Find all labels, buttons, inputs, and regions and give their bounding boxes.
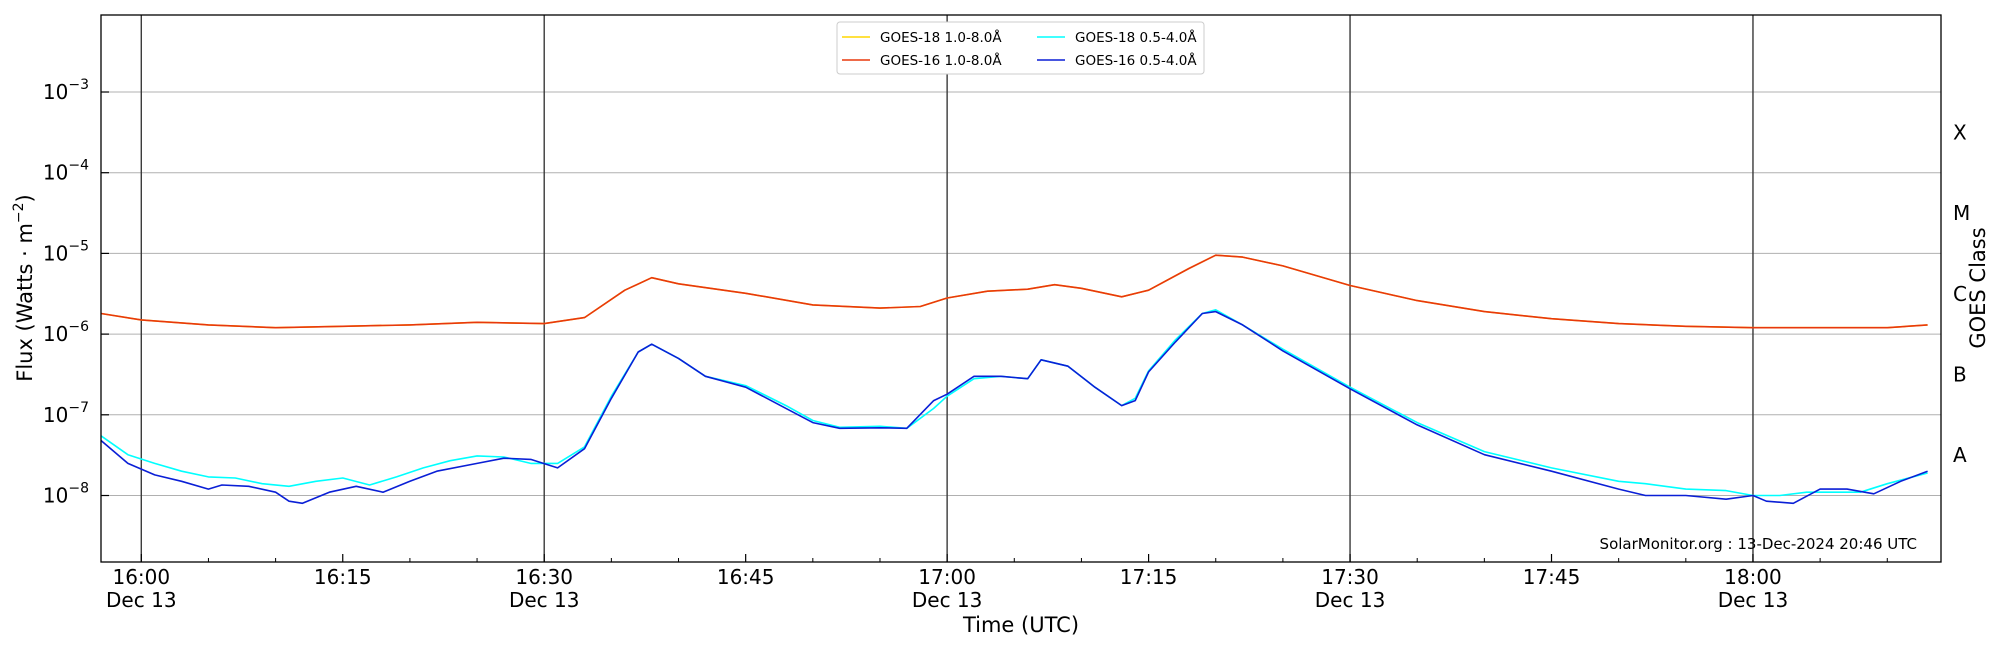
x-tick-date-label: Dec 13: [106, 588, 177, 612]
x-tick-label: 17:45: [1523, 565, 1581, 589]
x-tick-label: 17:30: [1321, 565, 1379, 589]
legend-label: GOES-16 0.5-4.0Å: [1075, 52, 1197, 69]
grid-layer: [101, 91, 1941, 497]
x-tick-label: 16:15: [314, 565, 372, 589]
x-tick-date-label: Dec 13: [509, 588, 580, 612]
x-tick-label: 16:30: [515, 565, 573, 589]
x-tick-label: 18:00: [1724, 565, 1782, 589]
x-tick-date-label: Dec 13: [1315, 588, 1386, 612]
y-tick-label: 10−6: [43, 319, 89, 346]
goes-class-axis-title: GOES Class: [1966, 227, 1990, 348]
series-layer: [100, 254, 1928, 505]
plot-frame: [100, 14, 1942, 563]
x-tick-date-label: Dec 13: [912, 588, 983, 612]
tick-layer: [101, 91, 1888, 562]
series-line: [100, 254, 1928, 329]
x-tick-date-label: Dec 13: [1718, 588, 1789, 612]
x-tick-label: 17:15: [1120, 565, 1178, 589]
x-tick-label: 16:45: [717, 565, 775, 589]
credit-text: SolarMonitor.org : 13-Dec-2024 20:46 UTC: [1600, 535, 1917, 553]
y-tick-label: 10−4: [43, 158, 89, 185]
goes-class-label: A: [1953, 443, 1967, 467]
legend-items: GOES-18 1.0-8.0Å GOES-16 1.0-8.0Å GOES-18 …: [842, 29, 1197, 69]
legend-box: [836, 21, 1205, 75]
y-tick-label: 10−8: [43, 481, 89, 508]
y-axis-title: Flux (Watts · m−2): [11, 194, 37, 382]
x-axis-title: Time (UTC): [962, 613, 1079, 637]
goes-class-label: X: [1953, 120, 1967, 144]
legend-label: GOES-16 1.0-8.0Å: [880, 52, 1002, 69]
goes-class-label: C: [1953, 282, 1967, 306]
y-tick-label: 10−7: [43, 400, 89, 427]
x-tick-label: 17:00: [918, 565, 976, 589]
series-line: [100, 308, 1928, 497]
y-tick-label: 10−3: [43, 77, 89, 104]
goes-class-label: M: [1953, 201, 1970, 225]
y-axis-title-exponent: −2: [11, 202, 27, 223]
series-line: [100, 310, 1928, 505]
y-tick-label: 10−5: [43, 238, 89, 265]
legend-label: GOES-18 1.0-8.0Å: [880, 29, 1002, 46]
vertical-lines-layer: [140, 15, 1754, 562]
legend-label: GOES-18 0.5-4.0Å: [1075, 29, 1197, 46]
legend: GOES-18 1.0-8.0Å GOES-16 1.0-8.0Å GOES-18 …: [836, 21, 1205, 75]
x-tick-label: 16:00: [112, 565, 170, 589]
goes-class-label: B: [1953, 362, 1967, 386]
series-line: [100, 254, 1928, 329]
